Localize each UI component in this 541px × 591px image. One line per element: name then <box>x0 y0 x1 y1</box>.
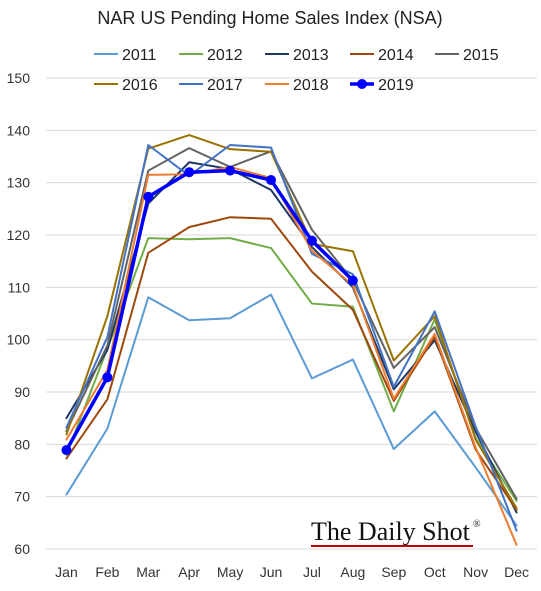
legend-label-2018: 2018 <box>293 77 329 94</box>
y-axis: 60 70 80 90 100 110 120 130 140 150 <box>7 70 31 557</box>
x-tick-label: Jan <box>55 564 78 580</box>
x-axis: Jan Feb Mar Apr May Jun Jul Aug Sep Oct Nov Dec <box>55 564 529 580</box>
y-tick-label: 120 <box>7 227 31 243</box>
series-line-2017 <box>65 143 518 532</box>
x-tick-label: Nov <box>463 564 488 580</box>
data-point-2019 <box>143 191 154 202</box>
y-tick-label: 100 <box>7 332 31 348</box>
series-line-2018 <box>65 165 518 546</box>
data-point-2019 <box>102 372 113 383</box>
x-tick-label: May <box>217 564 243 580</box>
x-tick-label: Feb <box>95 564 119 580</box>
data-point-2019 <box>184 167 195 178</box>
y-tick-label: 90 <box>14 384 30 400</box>
legend-label-2016: 2016 <box>122 77 158 94</box>
x-tick-label: Jun <box>260 564 283 580</box>
y-tick-label: 70 <box>14 489 30 505</box>
x-tick-label: Oct <box>424 564 446 580</box>
legend-label-2013: 2013 <box>293 47 329 64</box>
legend-marker-2019 <box>357 79 367 89</box>
x-tick-label: Jul <box>303 564 321 580</box>
series-line-2011 <box>65 293 518 527</box>
brand-logo-text: The Daily Shot <box>311 517 471 546</box>
y-tick-label: 110 <box>8 279 31 295</box>
legend-label-2019: 2019 <box>378 77 414 94</box>
legend-label-2014: 2014 <box>378 47 414 64</box>
x-tick-label: Apr <box>178 564 200 580</box>
legend-label-2012: 2012 <box>207 47 243 64</box>
brand-logo: The Daily Shot ® <box>311 517 481 547</box>
x-tick-label: Mar <box>136 564 160 580</box>
data-point-2019 <box>266 175 277 186</box>
chart-title: NAR US Pending Home Sales Index (NSA) <box>97 8 442 28</box>
y-tick-label: 140 <box>7 122 31 138</box>
x-tick-label: Sep <box>381 564 406 580</box>
legend-label-2017: 2017 <box>207 77 243 94</box>
y-tick-label: 80 <box>14 436 30 452</box>
legend-label-2015: 2015 <box>463 47 499 64</box>
legend-label-2011: 2011 <box>122 47 157 64</box>
y-tick-label: 150 <box>7 70 31 86</box>
data-point-2019 <box>306 235 317 246</box>
x-tick-label: Dec <box>504 564 529 580</box>
series-group <box>61 134 518 546</box>
data-point-2019 <box>225 165 236 176</box>
series-line-2019 <box>64 168 355 452</box>
data-point-2019 <box>347 275 358 286</box>
series-line-2012 <box>65 237 518 502</box>
y-tick-label: 60 <box>14 541 30 557</box>
legend: 2011 2012 2013 2014 2015 2016 2017 2018 2019 <box>94 47 499 94</box>
data-point-2019 <box>61 445 72 456</box>
y-tick-label: 130 <box>7 175 31 191</box>
series-line-2015 <box>65 147 518 500</box>
x-tick-label: Aug <box>340 564 365 580</box>
brand-registered-mark: ® <box>473 519 481 530</box>
